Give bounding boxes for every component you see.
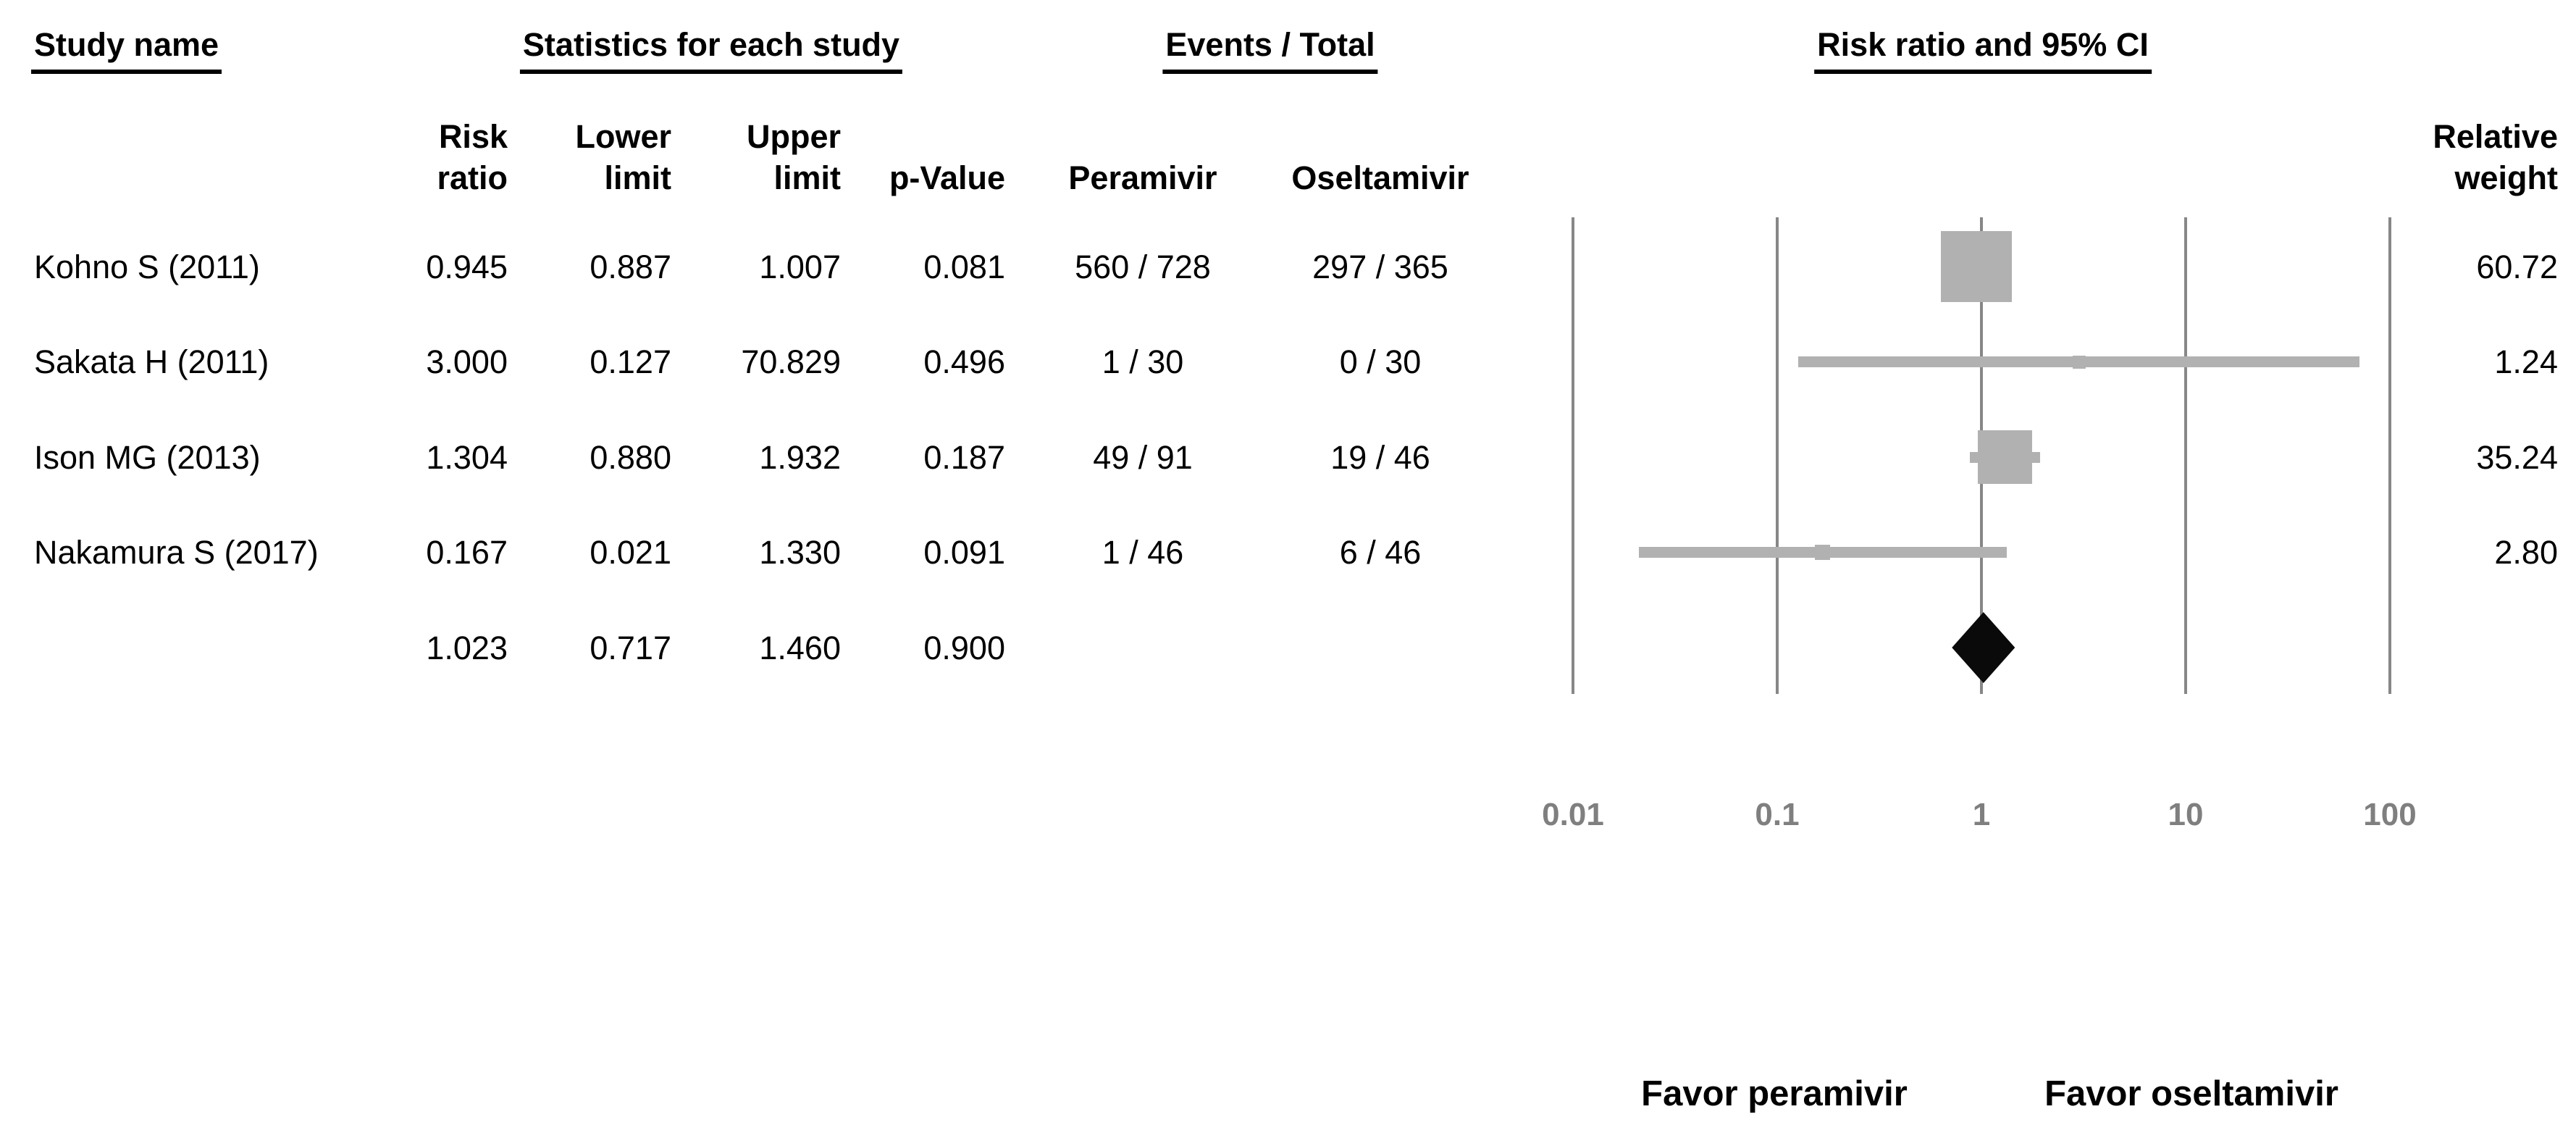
oseltamivir-events: 297 / 365 — [1312, 248, 1448, 285]
x-tick-label-0.1: 0.1 — [1755, 797, 1800, 832]
lower-limit-value: 0.021 — [590, 534, 671, 571]
plot-area — [1572, 217, 2391, 694]
p-value: 0.187 — [923, 439, 1005, 476]
grid-line-10 — [2184, 217, 2187, 694]
favor-peramivir-label: Favor peramivir — [1641, 1074, 1908, 1113]
x-tick-label-100: 100 — [2363, 797, 2417, 832]
group-header-statistics: Statistics for each study — [519, 26, 903, 74]
col-header-lower-limit: Lower limit — [575, 118, 671, 196]
p-value: 0.081 — [923, 248, 1005, 285]
oseltamivir-events: 6 / 46 — [1339, 534, 1422, 571]
x-axis-tick-labels: 0.01 0.1 1 10 100 — [1542, 797, 2417, 840]
study-name: Nakamura S (2017) — [34, 534, 319, 571]
summary-p-value: 0.900 — [923, 629, 1005, 666]
study-name: Kohno S (2011) — [34, 248, 260, 285]
group-header-study-name: Study name — [31, 26, 222, 74]
p-value: 0.091 — [923, 534, 1005, 571]
summary-risk-ratio: 1.023 — [426, 629, 508, 666]
risk-ratio-value: 0.945 — [426, 248, 508, 285]
favor-oseltamivir-label: Favor oseltamivir — [2044, 1074, 2338, 1113]
peramivir-events: 49 / 91 — [1093, 439, 1193, 476]
upper-limit-value: 1.932 — [759, 439, 841, 476]
oseltamivir-events: 0 / 30 — [1339, 343, 1422, 380]
col-header-risk-ratio: Risk ratio — [437, 118, 508, 196]
grid-line-100 — [2388, 217, 2391, 694]
lower-limit-value: 0.887 — [590, 248, 671, 285]
weight-square — [1941, 231, 2012, 302]
weight-square — [1978, 430, 2032, 485]
peramivir-events: 560 / 728 — [1075, 248, 1211, 285]
x-tick-label-0.01: 0.01 — [1542, 797, 1604, 832]
relative-weight-value: 2.80 — [2494, 534, 2558, 571]
summary-diamond — [1952, 612, 2015, 683]
peramivir-events: 1 / 46 — [1102, 534, 1184, 571]
summary-upper-limit: 1.460 — [759, 629, 841, 666]
grid-line-0.01 — [1572, 217, 1574, 694]
x-tick-label-10: 10 — [2168, 797, 2204, 832]
weight-square — [2072, 355, 2086, 369]
upper-limit-value: 1.007 — [759, 248, 841, 285]
grid-line-0.1 — [1776, 217, 1779, 694]
summary-lower-limit: 0.717 — [590, 629, 671, 666]
risk-ratio-value: 1.304 — [426, 439, 508, 476]
col-header-p-value: p-Value — [889, 159, 1005, 196]
study-name: Ison MG (2013) — [34, 439, 261, 476]
risk-ratio-value: 3.000 — [426, 343, 508, 380]
upper-limit-value: 1.330 — [759, 534, 841, 571]
upper-limit-value: 70.829 — [741, 343, 841, 380]
oseltamivir-events: 19 / 46 — [1330, 439, 1430, 476]
lower-limit-value: 0.880 — [590, 439, 671, 476]
study-name: Sakata H (2011) — [34, 343, 269, 380]
group-header-events-total: Events / Total — [1162, 26, 1378, 74]
p-value: 0.496 — [923, 343, 1005, 380]
lower-limit-value: 0.127 — [590, 343, 671, 380]
col-header-peramivir: Peramivir — [1068, 159, 1217, 196]
weight-square — [1815, 545, 1831, 560]
relative-weight-value: 1.24 — [2494, 343, 2558, 380]
col-header-upper-limit: Upper limit — [746, 118, 841, 196]
relative-weight-value: 60.72 — [2476, 248, 2558, 285]
x-tick-label-1: 1 — [1972, 797, 1991, 832]
col-header-relative-weight: Relative weight — [2433, 118, 2558, 196]
col-header-oseltamivir: Oseltamivir — [1291, 159, 1469, 196]
relative-weight-value: 35.24 — [2476, 439, 2558, 476]
risk-ratio-value: 0.167 — [426, 534, 508, 571]
group-header-risk-ratio-ci: Risk ratio and 95% CI — [1814, 26, 2152, 74]
peramivir-events: 1 / 30 — [1102, 343, 1184, 380]
